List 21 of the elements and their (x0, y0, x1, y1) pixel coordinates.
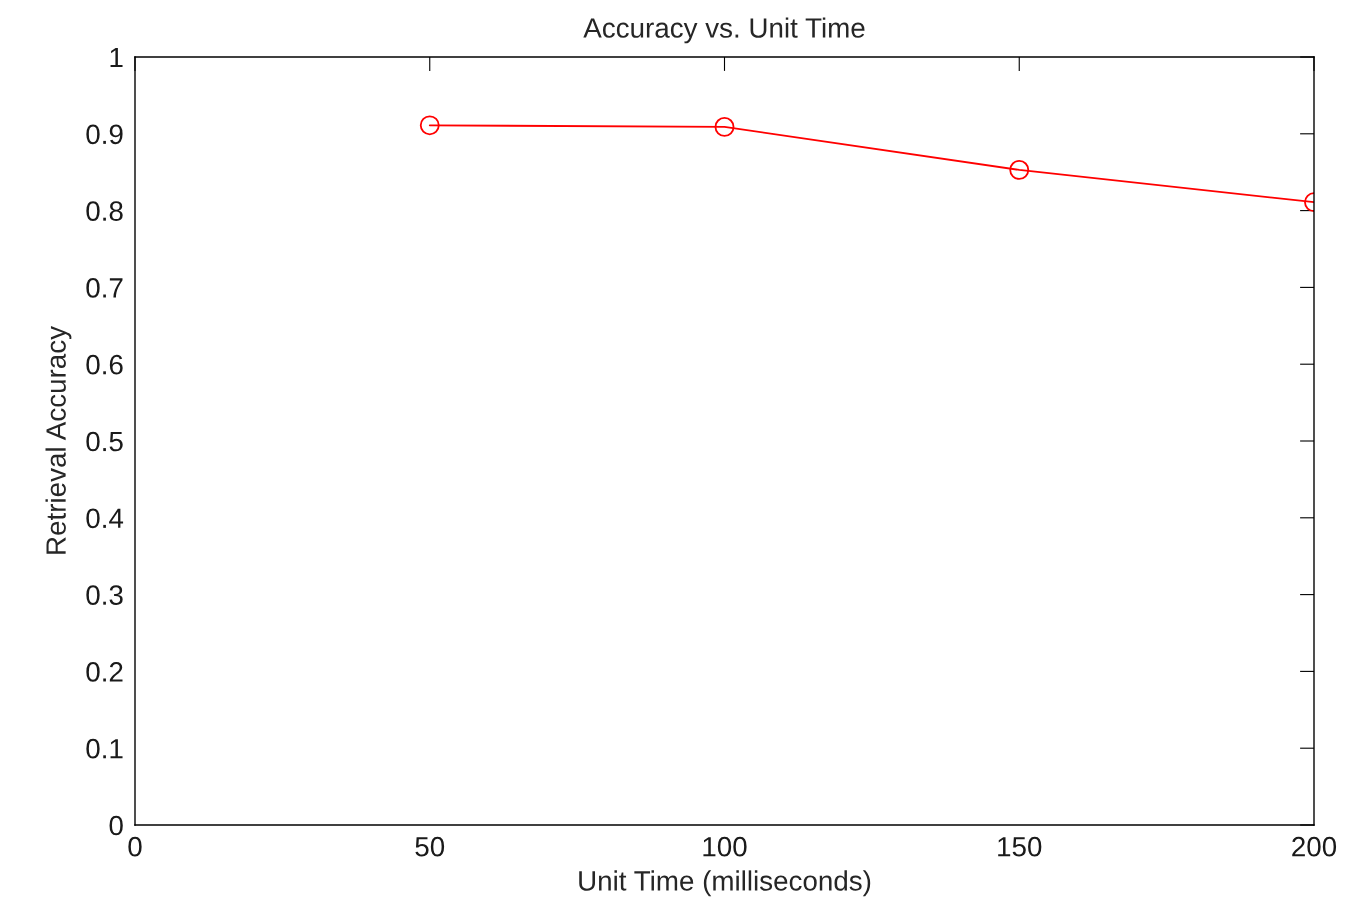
x-tick-label: 100 (703, 836, 747, 857)
point (714, 116, 735, 137)
y-tick-label: 0.5 (86, 431, 123, 452)
y-tick-label: 0.2 (86, 662, 123, 682)
y-tick-label: 0.8 (86, 201, 123, 221)
y-tick-label: 0.6 (86, 354, 123, 375)
y-tick-label: 1 (110, 47, 123, 68)
x-tick-label: 200 (1292, 836, 1337, 857)
y-tick-label: 0.7 (86, 278, 123, 298)
y-tick-label: 0.4 (86, 508, 124, 529)
chart-title: Accuracy vs. Unit Time (583, 17, 865, 44)
point (419, 115, 440, 136)
y-tick-label: 0.1 (86, 738, 123, 759)
x-tick-label: 150 (998, 836, 1042, 857)
y-tick-label: 0 (109, 815, 123, 836)
y-axis-title: Retrieval Accuracy (45, 326, 72, 554)
x-tick-label: 50 (415, 836, 445, 857)
y-tick-label: 0.9 (86, 124, 123, 145)
x-axis-title: Unit Time (milliseconds) (579, 870, 871, 897)
x-tick-label: 0 (128, 836, 142, 857)
y-tick-label: 0.3 (86, 585, 123, 605)
